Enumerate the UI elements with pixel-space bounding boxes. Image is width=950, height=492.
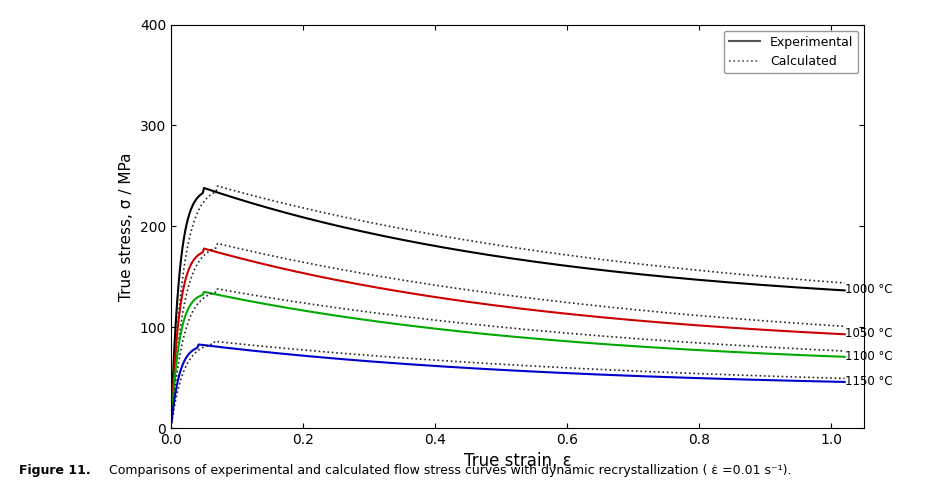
- Y-axis label: True stress, σ / MPa: True stress, σ / MPa: [119, 152, 134, 301]
- X-axis label: True strain, ε: True strain, ε: [464, 453, 572, 470]
- Text: 1100 °C: 1100 °C: [845, 350, 892, 363]
- Text: 1150 °C: 1150 °C: [845, 375, 892, 388]
- Legend: Experimental, Calculated: Experimental, Calculated: [724, 31, 858, 73]
- Text: Comparisons of experimental and calculated flow stress curves with dynamic recry: Comparisons of experimental and calculat…: [109, 464, 791, 477]
- Text: Figure 11.: Figure 11.: [19, 464, 90, 477]
- Text: 1050 °C: 1050 °C: [845, 327, 892, 340]
- Text: 1000 °C: 1000 °C: [845, 283, 892, 296]
